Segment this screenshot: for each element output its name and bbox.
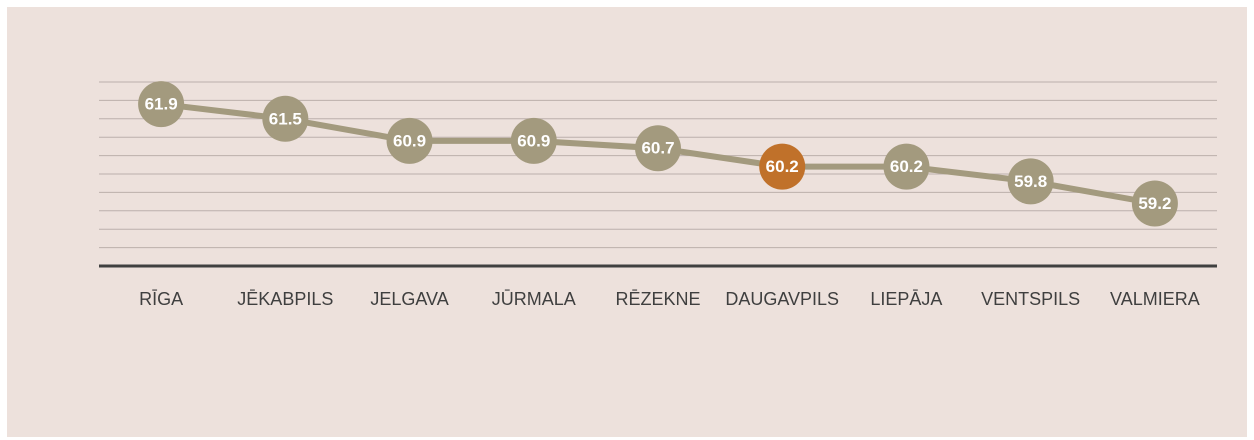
data-label: 60.2: [890, 157, 923, 176]
data-label: 61.9: [145, 95, 178, 114]
x-tick-label: VENTSPILS: [981, 289, 1080, 309]
chart-background: [7, 7, 1247, 437]
data-point: [883, 143, 930, 190]
data-point: [1007, 158, 1054, 205]
x-tick-label: VALMIERA: [1110, 289, 1200, 309]
x-tick-label: JELGAVA: [370, 289, 448, 309]
data-point: [262, 95, 309, 142]
data-point: [1131, 180, 1178, 227]
data-point: [510, 117, 557, 164]
x-tick-label: LIEPĀJA: [870, 289, 942, 309]
x-tick-label: DAUGAVPILS: [725, 289, 839, 309]
data-label: 60.9: [393, 131, 426, 150]
data-point: [759, 143, 806, 190]
data-point: [635, 125, 681, 172]
x-tick-label: RĒZEKNE: [615, 289, 700, 309]
x-tick-label: RĪGA: [139, 289, 183, 309]
data-label: 59.8: [1014, 172, 1047, 191]
x-tick-label: JĒKABPILS: [237, 289, 333, 309]
data-label: 59.2: [1138, 194, 1171, 213]
data-point: [386, 117, 433, 164]
data-label: 60.7: [641, 139, 674, 158]
data-point: [138, 81, 185, 128]
data-label: 60.9: [517, 131, 550, 150]
data-label: 61.5: [269, 109, 302, 128]
x-tick-label: JŪRMALA: [492, 289, 576, 309]
data-label: 60.2: [766, 157, 799, 176]
